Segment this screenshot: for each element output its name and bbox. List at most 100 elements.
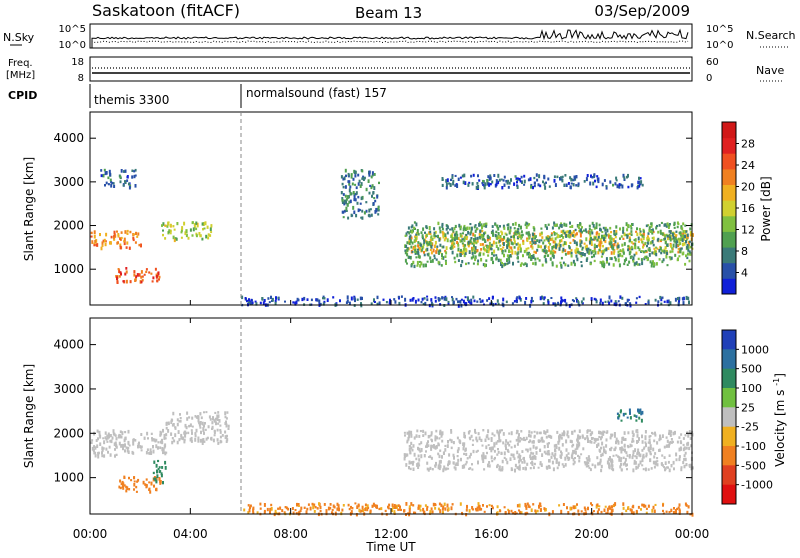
data-cell — [520, 262, 523, 265]
data-cell — [645, 511, 648, 514]
data-cell — [210, 231, 213, 234]
data-cell — [513, 240, 516, 245]
data-cell — [663, 223, 666, 227]
data-cell — [491, 229, 494, 233]
data-cell — [649, 260, 652, 264]
data-cell — [132, 238, 135, 242]
data-cell — [554, 183, 557, 187]
data-cell — [491, 256, 494, 261]
data-cell — [360, 196, 363, 201]
data-cell — [594, 236, 597, 240]
data-cell — [355, 513, 358, 517]
data-cell — [646, 258, 649, 262]
cpid-mode-normalsound: normalsound (fast) 157 — [246, 86, 387, 100]
data-cell — [507, 242, 510, 246]
data-cell — [159, 430, 162, 435]
data-cell — [663, 250, 666, 253]
data-cell — [93, 451, 96, 455]
data-cell — [566, 506, 568, 510]
data-cell — [476, 239, 479, 243]
data-cell — [603, 237, 605, 241]
data-cell — [580, 510, 583, 513]
data-cell — [468, 250, 471, 254]
data-cell — [165, 422, 168, 426]
data-cell — [194, 432, 197, 436]
data-cell — [631, 455, 634, 460]
data-cell — [457, 237, 460, 240]
data-cell — [247, 301, 250, 304]
data-cell — [202, 228, 204, 231]
data-cell — [422, 227, 425, 231]
data-cell — [149, 490, 152, 494]
data-cell — [640, 411, 643, 416]
data-cell — [648, 448, 651, 453]
data-cell — [533, 462, 536, 466]
data-cell — [560, 230, 563, 234]
data-cell — [544, 185, 547, 190]
data-cell — [630, 241, 633, 244]
data-cell — [630, 233, 633, 236]
data-cell — [465, 262, 467, 266]
data-cell — [604, 300, 607, 303]
data-cell — [598, 241, 601, 245]
data-cell — [152, 471, 155, 475]
data-cell — [363, 211, 366, 215]
data-cell — [271, 297, 274, 302]
data-cell — [487, 175, 490, 179]
data-cell — [481, 238, 484, 241]
data-cell — [527, 233, 530, 237]
data-cell — [651, 508, 654, 513]
data-cell — [451, 250, 454, 255]
data-cell — [357, 173, 360, 177]
data-cell — [579, 233, 582, 238]
data-cell — [610, 257, 613, 261]
data-cell — [560, 455, 563, 459]
data-cell — [113, 236, 116, 240]
data-cell — [563, 241, 566, 245]
data-cell — [548, 442, 550, 445]
data-cell — [564, 456, 567, 461]
data-cell — [360, 509, 363, 513]
data-cell — [162, 222, 165, 226]
velocity-cells — [90, 408, 694, 517]
data-cell — [583, 506, 586, 510]
data-cell — [645, 455, 648, 458]
colorbar-tick-label: 12 — [741, 224, 755, 237]
data-cell — [133, 273, 136, 277]
power-frame — [89, 111, 693, 306]
data-cell — [482, 252, 485, 256]
data-cell — [434, 296, 437, 299]
data-cell — [543, 450, 546, 454]
data-cell — [547, 177, 550, 181]
data-cell — [655, 226, 658, 230]
data-cell — [529, 241, 532, 245]
data-cell — [124, 181, 127, 184]
data-cell — [541, 453, 544, 457]
data-cell — [683, 454, 686, 458]
data-cell — [428, 241, 431, 244]
data-cell — [249, 504, 252, 508]
data-cell — [297, 503, 300, 506]
data-cell — [378, 301, 381, 305]
data-cell — [263, 511, 266, 514]
data-cell — [470, 298, 473, 303]
data-cell — [533, 184, 536, 188]
data-cell — [479, 300, 482, 304]
data-cell — [659, 437, 662, 441]
data-cell — [559, 177, 561, 181]
data-cell — [443, 238, 446, 242]
data-cell — [143, 436, 146, 440]
data-cell — [555, 458, 558, 461]
data-cell — [677, 297, 679, 301]
data-cell — [429, 248, 432, 251]
data-cell — [274, 509, 277, 514]
data-cell — [464, 252, 467, 256]
data-cell — [535, 451, 538, 455]
data-cell — [660, 238, 663, 241]
data-cell — [617, 258, 620, 263]
data-cell — [353, 210, 356, 215]
data-cell — [433, 445, 436, 449]
data-cell — [666, 251, 668, 255]
data-cell — [525, 511, 528, 515]
data-cell — [418, 464, 421, 467]
